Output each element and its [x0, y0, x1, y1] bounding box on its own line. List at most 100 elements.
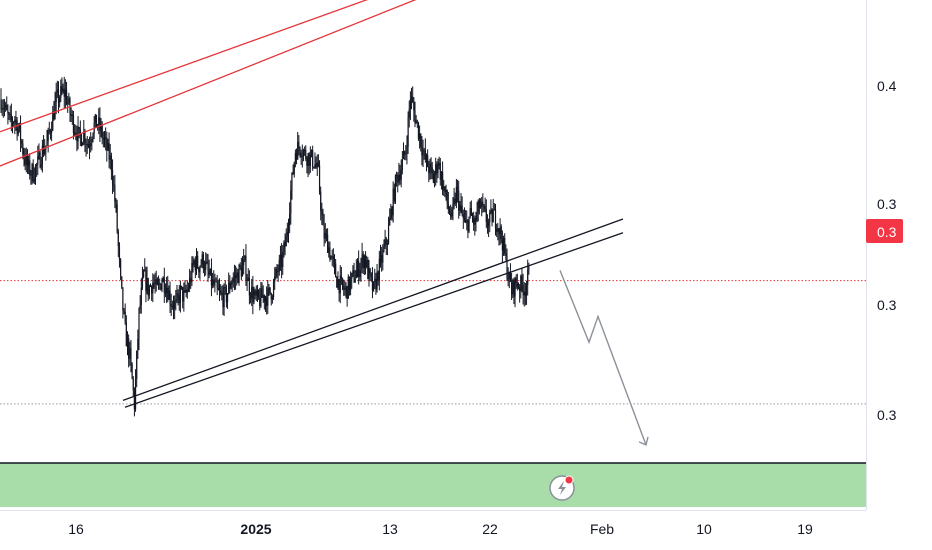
lightning-bolt-icon[interactable]: [549, 475, 575, 501]
candle-body: [153, 282, 155, 285]
candle-body: [38, 152, 40, 157]
candle-body: [228, 282, 230, 294]
candle-body: [382, 250, 384, 263]
candle-body: [263, 295, 265, 302]
candle-body: [310, 150, 313, 155]
candle-body: [78, 127, 80, 130]
candle-body: [453, 198, 455, 205]
candle-body: [147, 278, 149, 296]
candle-body: [101, 126, 103, 139]
candle-body: [369, 268, 371, 274]
candle-body: [183, 290, 185, 302]
candle-body: [271, 296, 273, 300]
candle-body: [22, 143, 24, 155]
candle-body: [414, 110, 416, 124]
candle-body: [277, 271, 279, 273]
candle-body: [19, 123, 22, 141]
candle-body: [320, 191, 322, 211]
candle-body: [477, 200, 479, 212]
candle-body: [329, 247, 331, 260]
candle-body: [49, 131, 52, 133]
candle-body: [230, 284, 232, 289]
candle-body: [149, 286, 152, 288]
candle-body: [193, 260, 195, 265]
candle-body: [156, 279, 158, 285]
candle-body: [1, 108, 3, 110]
candle-body: [245, 255, 247, 281]
candle-body: [205, 261, 207, 270]
candle-body: [128, 338, 130, 359]
candle-body: [117, 231, 119, 247]
candle-body: [486, 221, 489, 227]
candle-body: [161, 281, 163, 290]
candle-body: [322, 215, 324, 226]
candle-body: [261, 288, 263, 298]
candle-body: [98, 117, 100, 125]
resistance-trendline[interactable]: [0, 0, 423, 133]
candle-body: [370, 273, 372, 277]
candle-body: [327, 234, 329, 253]
candle-body: [517, 287, 520, 289]
resistance-trendline[interactable]: [0, 0, 423, 167]
candle-body: [70, 114, 72, 116]
candle-body: [432, 173, 434, 183]
candle-body: [522, 284, 524, 296]
candle-body: [413, 101, 415, 111]
candle-body: [490, 209, 492, 213]
candle-body: [121, 276, 123, 288]
candle-body: [29, 160, 31, 176]
candle-body: [71, 114, 73, 116]
projection-layer[interactable]: [559, 270, 649, 446]
candle-body: [176, 293, 178, 300]
candle-body: [446, 190, 448, 204]
candle-body: [276, 268, 278, 272]
candle-body: [279, 254, 282, 260]
candle-body: [359, 270, 361, 277]
candle-body: [491, 209, 493, 223]
candle-body: [368, 268, 370, 279]
candle-body: [76, 135, 78, 142]
candle-body: [249, 295, 252, 299]
candle-body: [346, 286, 348, 299]
candle-body: [164, 292, 167, 294]
candle-body: [467, 220, 469, 232]
candle-body: [255, 290, 257, 296]
candle-body: [5, 104, 7, 108]
projection-path[interactable]: [559, 270, 647, 446]
candle-body: [361, 254, 363, 263]
candle-body: [475, 217, 477, 221]
candle-body: [275, 268, 277, 277]
candle-body: [140, 287, 142, 305]
candle-body: [451, 209, 453, 217]
candle-body: [102, 138, 104, 140]
candle-body: [238, 265, 240, 283]
trendlines-layer[interactable]: [0, 0, 624, 408]
candle-body: [80, 135, 83, 146]
candle-body: [513, 280, 515, 297]
candle-body: [175, 299, 177, 302]
candle-body: [63, 88, 65, 97]
candle-body: [54, 102, 56, 120]
candle-body: [109, 155, 111, 160]
candle-body: [53, 111, 55, 120]
candle-body: [9, 113, 11, 115]
candle-body: [505, 253, 507, 256]
candle-body: [454, 198, 456, 204]
candle-body: [354, 278, 356, 282]
candle-body: [203, 267, 206, 270]
support-trendline[interactable]: [124, 232, 624, 408]
candle-body: [352, 270, 354, 274]
candle-body: [100, 126, 102, 131]
candle-body: [209, 268, 211, 275]
candle-body: [51, 130, 53, 133]
volume-band: [0, 463, 866, 507]
support-trendline[interactable]: [122, 218, 624, 402]
candle-body: [463, 218, 466, 220]
candle-body: [36, 164, 38, 166]
candle-body: [208, 271, 210, 275]
candle-body: [397, 175, 399, 183]
candle-body: [528, 266, 530, 270]
candle-body: [398, 174, 400, 183]
candle-body: [304, 149, 306, 151]
